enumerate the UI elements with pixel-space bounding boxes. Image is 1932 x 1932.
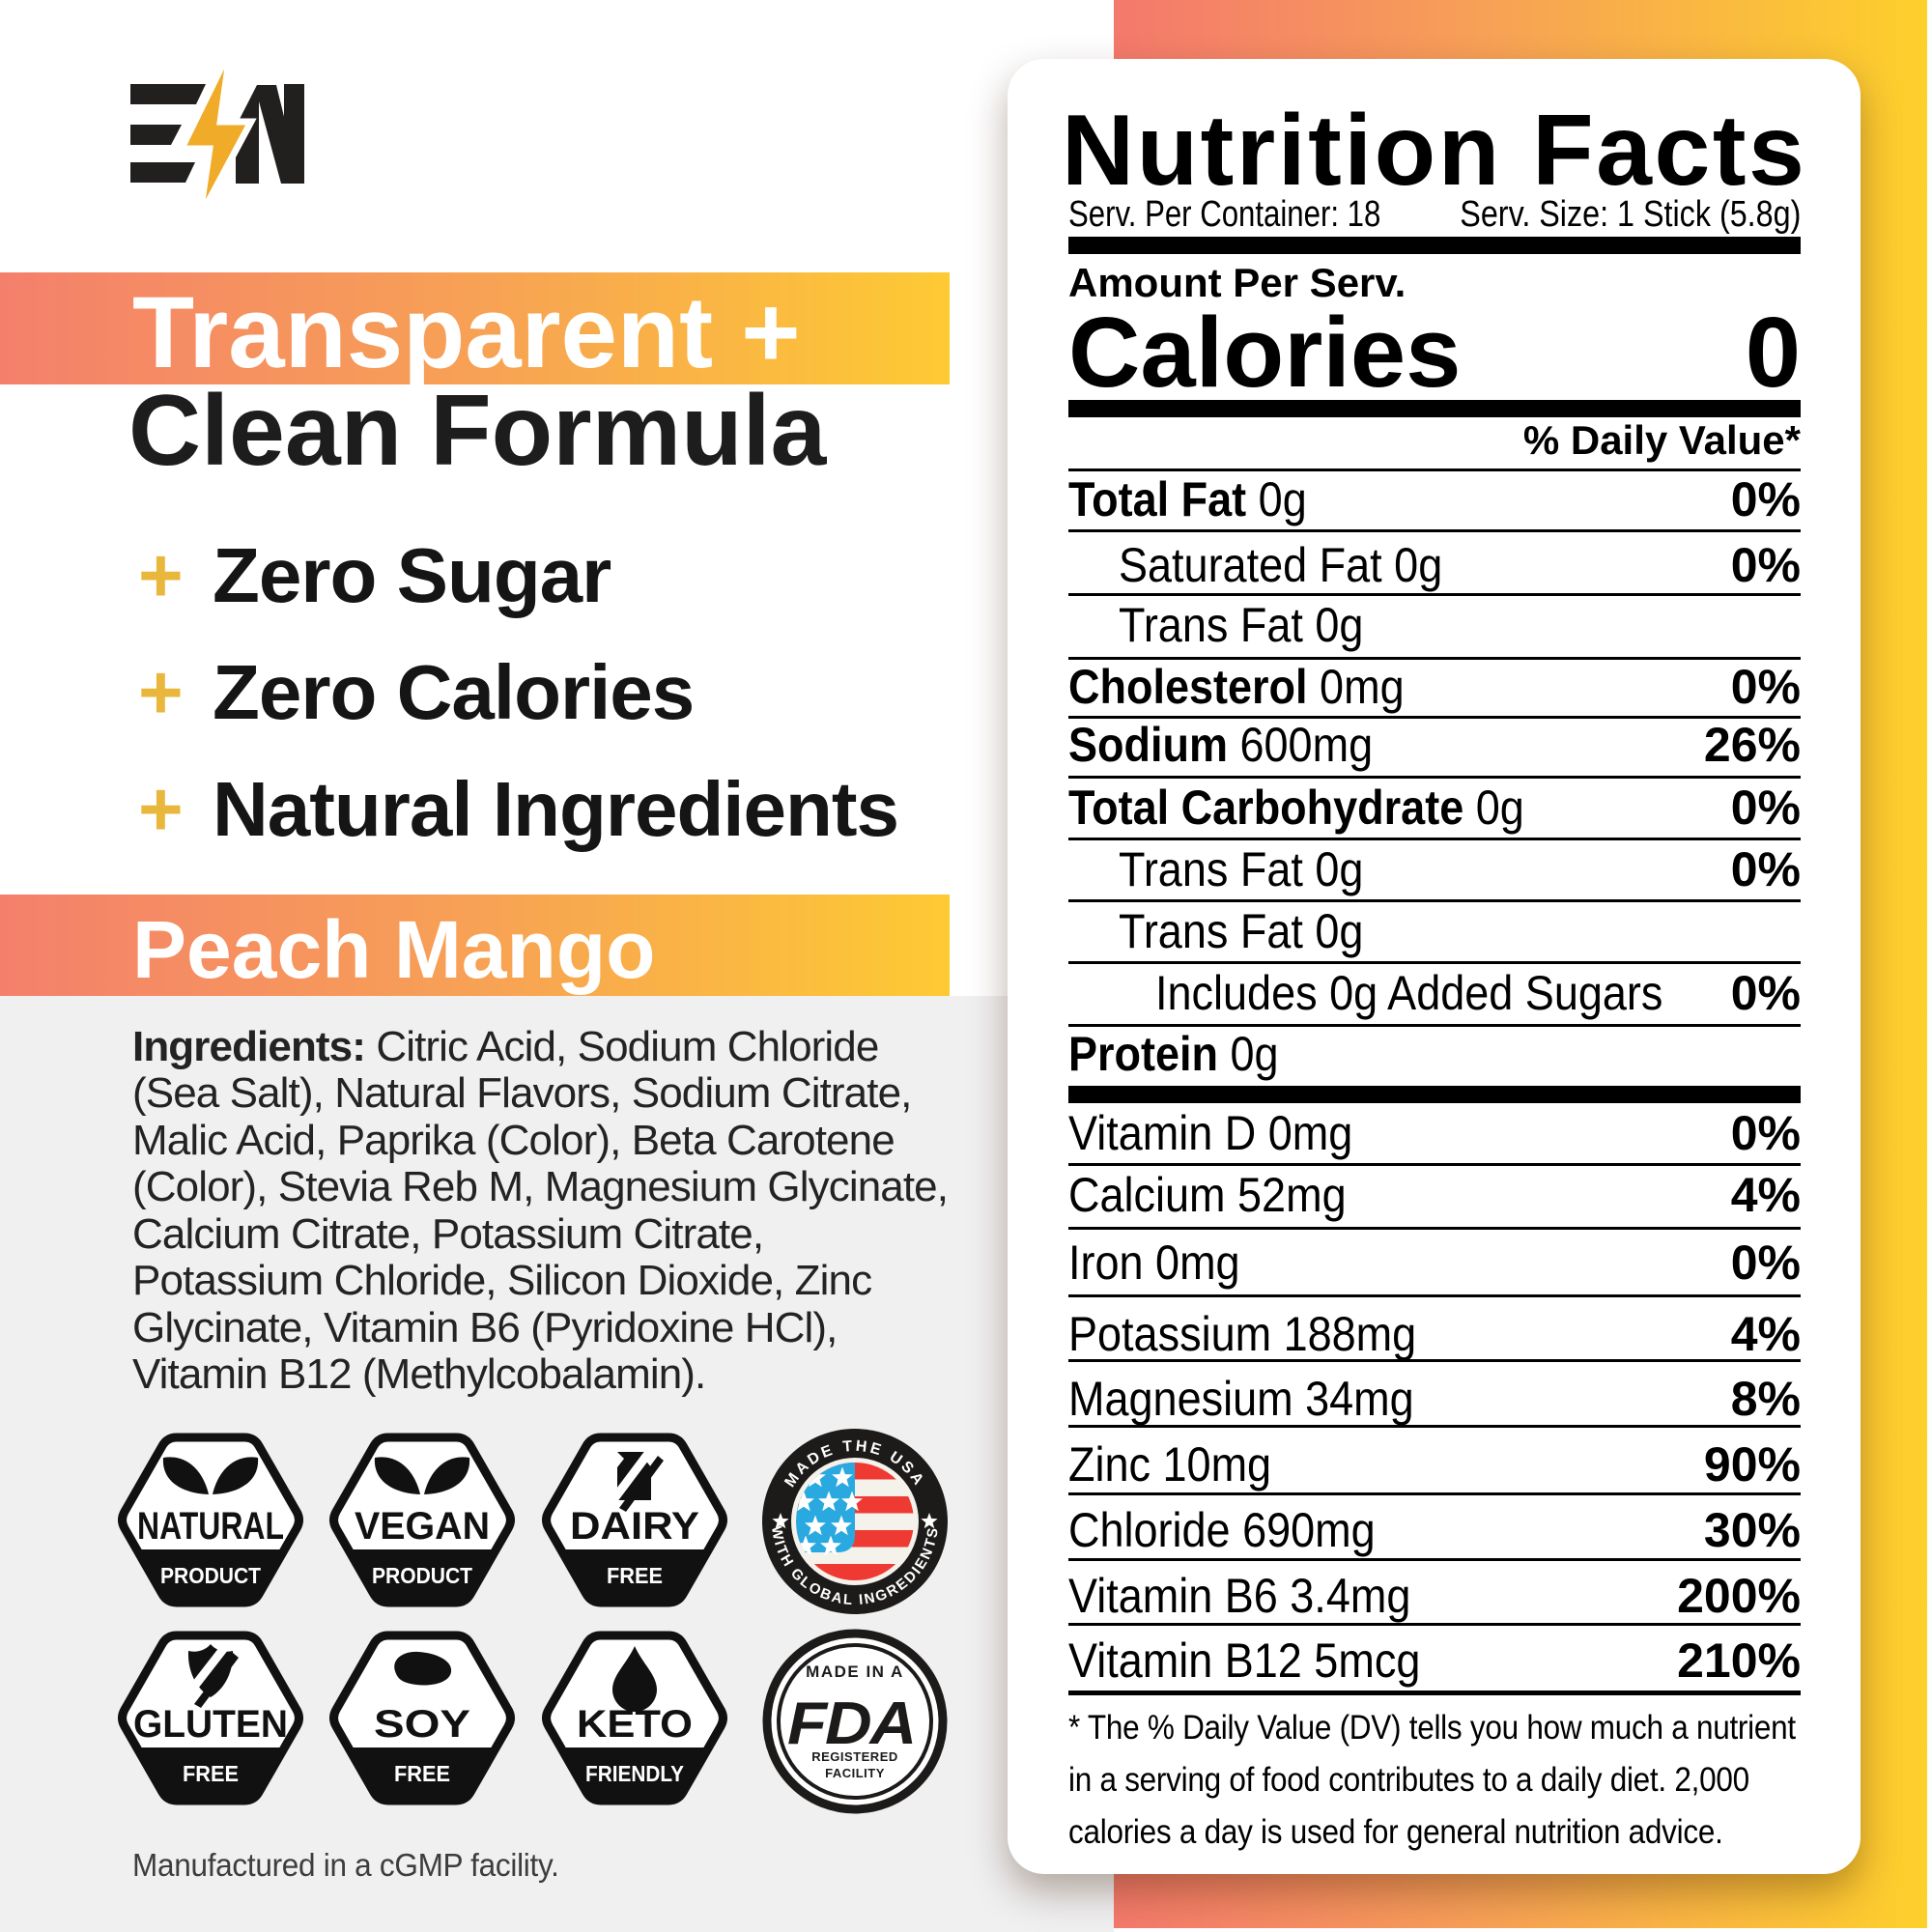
svg-text:SOY: SOY (374, 1703, 470, 1746)
svg-text:VEGAN: VEGAN (355, 1505, 490, 1548)
svg-text:REGISTERED: REGISTERED (811, 1749, 898, 1764)
svg-text:PRODUCT: PRODUCT (372, 1563, 472, 1588)
svg-text:PRODUCT: PRODUCT (160, 1563, 261, 1588)
svg-text:GLUTEN: GLUTEN (133, 1703, 288, 1746)
svg-text:NATURAL: NATURAL (137, 1505, 284, 1548)
svg-text:FDA: FDA (787, 1690, 915, 1757)
svg-text:FRIENDLY: FRIENDLY (585, 1761, 684, 1786)
svg-text:MADE IN A: MADE IN A (806, 1662, 904, 1681)
svg-text:FREE: FREE (183, 1761, 239, 1786)
svg-text:FREE: FREE (607, 1563, 663, 1588)
svg-text:FREE: FREE (394, 1761, 450, 1786)
svg-text:DAIRY: DAIRY (570, 1505, 699, 1548)
svg-text:KETO: KETO (577, 1703, 693, 1746)
svg-text:FACILITY: FACILITY (825, 1766, 885, 1780)
